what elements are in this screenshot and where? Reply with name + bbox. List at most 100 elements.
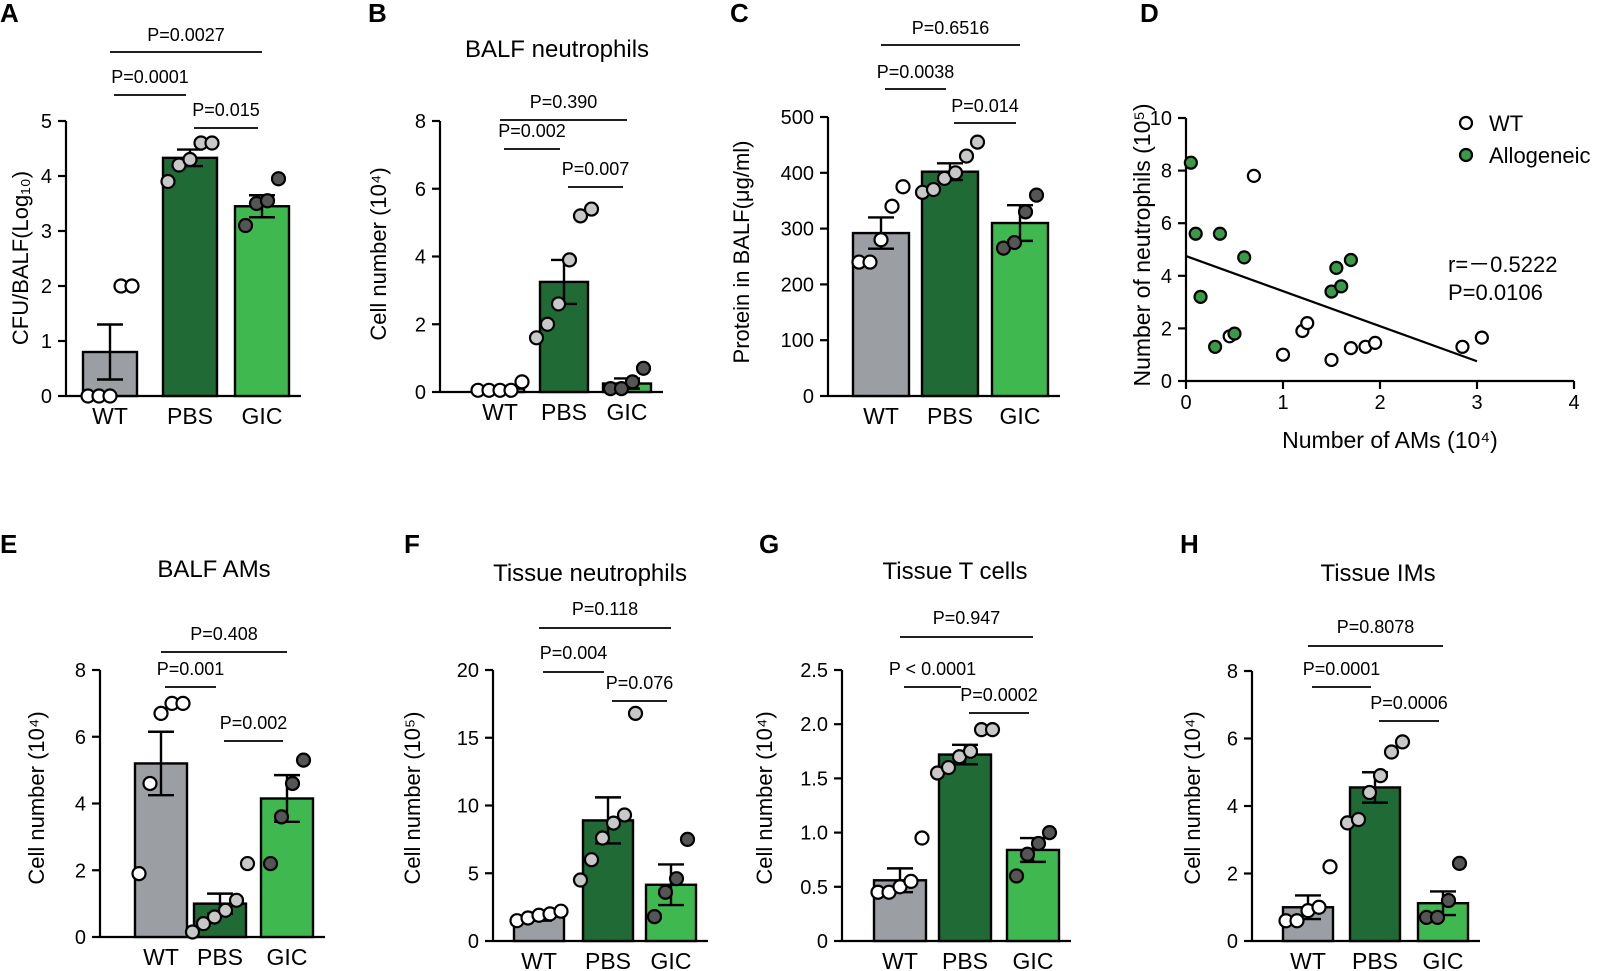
data-point-wt xyxy=(862,254,878,270)
data-point-pbs xyxy=(940,759,957,776)
panel-c: C 0 100 200 300 400 500 Protein in BALF(μg/ml) W… xyxy=(729,0,1060,429)
x-category-label: WT xyxy=(882,948,918,971)
y-tick-label: 4 xyxy=(75,794,86,816)
data-point-pbs xyxy=(947,165,964,181)
x-tick-label: 4 xyxy=(1568,392,1579,414)
data-point-pbs xyxy=(572,208,589,224)
chart-title: BALF AMs xyxy=(157,556,270,583)
p-value-label: P=0.118 xyxy=(572,599,638,619)
data-point-wt xyxy=(884,198,900,214)
x-tick-label: 1 xyxy=(1277,392,1288,414)
y-axis-label: CFU/BALF(Log₁₀) xyxy=(8,171,33,345)
data-point-wt xyxy=(503,382,519,398)
data-point-pbs xyxy=(1383,744,1400,760)
data-point-pbs xyxy=(583,201,600,217)
data-point-wt xyxy=(1474,330,1489,345)
x-category-label: PBS xyxy=(197,944,243,970)
data-point-allogeneic xyxy=(1334,279,1349,294)
y-axis-label: Protein in BALF(μg/ml) xyxy=(729,141,754,364)
data-point-pbs xyxy=(561,252,578,268)
data-point-wt xyxy=(914,830,930,846)
data-point-gic xyxy=(1429,909,1446,925)
y-axis-label: Cell number (10⁴) xyxy=(24,711,49,884)
p-value-label: P=0.014 xyxy=(951,96,1019,116)
legend-label-wt: WT xyxy=(1489,111,1523,136)
data-point-gic xyxy=(679,831,696,847)
x-axis-label: Number of AMs (10⁴) xyxy=(1282,427,1498,453)
y-tick-label: 4 xyxy=(415,247,426,269)
p-value-label: P=0.015 xyxy=(192,100,260,120)
data-point-gic xyxy=(1017,204,1034,220)
p-value-label: P < 0.0001 xyxy=(889,659,976,679)
data-point-wt xyxy=(895,179,911,195)
panel-f: F Tissue neutrophils 0 5 10 15 20 Cell number (… xyxy=(400,529,708,971)
x-tick-label: 3 xyxy=(1471,392,1482,414)
data-point-pbs xyxy=(550,296,567,312)
y-tick-label: 0 xyxy=(75,927,86,949)
p-value-label: P=0.002 xyxy=(498,121,566,141)
y-tick-label: 10 xyxy=(1150,108,1172,130)
panel-b: B BALF neutrophils 0 2 4 6 8 Cell number (10⁴) W… xyxy=(366,0,663,425)
data-point-pbs xyxy=(539,316,556,332)
y-tick-label: 10 xyxy=(457,796,479,818)
data-point-pbs xyxy=(239,855,256,872)
data-point-gic xyxy=(657,884,674,900)
data-point-gic xyxy=(270,171,287,187)
data-point-wt xyxy=(1343,341,1359,356)
data-point-wt xyxy=(1289,913,1305,929)
panel-letter: G xyxy=(759,529,779,559)
y-tick-label: 15 xyxy=(457,728,479,750)
data-point-wt xyxy=(903,873,919,889)
x-category-label: WT xyxy=(1290,948,1326,971)
correlation-r: r=－0.5222 xyxy=(1448,252,1557,277)
correlation-p: P=0.0106 xyxy=(1448,280,1543,305)
x-tick-label: 0 xyxy=(1180,392,1191,414)
x-category-label: WT xyxy=(863,403,899,429)
p-value-label: P=0.0001 xyxy=(111,67,189,87)
data-point-gic xyxy=(635,360,652,376)
y-tick-label: 20 xyxy=(457,660,479,682)
x-category-label: WT xyxy=(92,403,128,429)
data-point-allogeneic xyxy=(1227,326,1242,341)
y-tick-label: 8 xyxy=(1161,161,1172,183)
data-point-gic xyxy=(1008,868,1025,884)
p-value-label: P=0.001 xyxy=(157,659,225,679)
bar-pbs xyxy=(1348,786,1402,943)
p-value-label: P=0.0006 xyxy=(1370,693,1448,713)
y-tick-label: 200 xyxy=(781,274,814,296)
data-point-gic xyxy=(1019,846,1036,862)
y-tick-label: 300 xyxy=(781,219,814,241)
legend-marker-wt xyxy=(1458,115,1474,131)
y-tick-label: 0 xyxy=(468,931,479,953)
data-point-wt xyxy=(1311,899,1327,915)
y-tick-label: 0 xyxy=(1161,371,1172,393)
data-point-pbs xyxy=(925,181,942,198)
panel-letter: H xyxy=(1180,529,1199,559)
data-point-pbs xyxy=(1394,734,1411,750)
p-value-label: P=0.002 xyxy=(220,713,288,733)
data-point-wt xyxy=(124,278,140,294)
y-tick-label: 2 xyxy=(415,314,426,336)
x-category-label: WT xyxy=(482,399,518,425)
x-category-label: PBS xyxy=(167,403,213,429)
panel-h: H Tissue IMs 0 2 4 6 8 Cell number (10⁴) WT PBS GI… xyxy=(1180,529,1480,971)
data-point-gic xyxy=(1440,892,1457,909)
x-category-label: PBS xyxy=(942,948,988,971)
y-tick-label: 4 xyxy=(1227,796,1238,818)
data-point-allogeneic xyxy=(1193,289,1208,304)
data-point-wt xyxy=(175,695,191,711)
data-point-pbs xyxy=(217,902,234,918)
y-tick-label: 8 xyxy=(1227,661,1238,683)
data-point-allogeneic xyxy=(1329,260,1344,276)
data-point-gic xyxy=(1041,824,1058,841)
data-point-wt xyxy=(1324,352,1339,368)
bar-gic xyxy=(1005,848,1061,943)
y-tick-label: 8 xyxy=(415,111,426,133)
data-point-wt xyxy=(873,232,889,248)
p-value-label: P=0.0001 xyxy=(1303,659,1381,679)
data-point-gic xyxy=(1030,835,1047,852)
x-category-label: GIC xyxy=(1423,948,1464,971)
panel-letter: A xyxy=(0,0,19,28)
